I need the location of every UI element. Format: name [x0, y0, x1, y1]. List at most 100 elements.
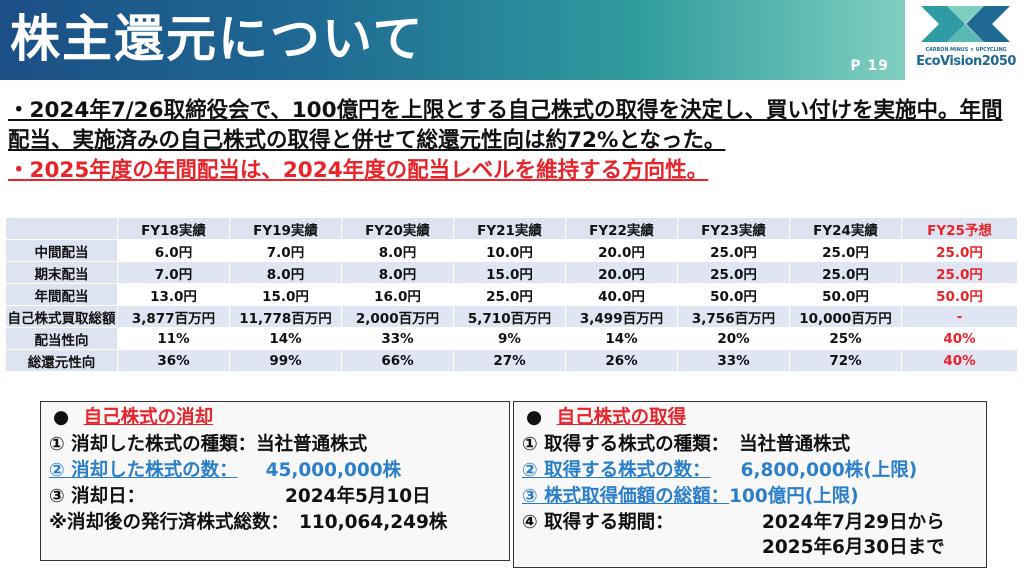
- cancel-count-line: ② 消却した株式の数： 45,000,000株: [49, 459, 401, 483]
- table-cell: 50.0円: [677, 283, 790, 306]
- table-cell: 36%: [117, 349, 230, 372]
- acquire-type-line: ① 取得する株式の種類： 当社普通株式: [522, 433, 850, 457]
- acquire-count-line: ② 取得する株式の数： 6,800,000株(上限): [522, 459, 917, 483]
- logo-mark-icon: [921, 6, 1010, 42]
- row-label: 配当性向: [5, 327, 118, 350]
- table-cell: 7.0円: [229, 239, 342, 262]
- acquire-amount-line: ③ 株式取得価額の総額：100億円(上限): [522, 485, 859, 509]
- acquire-amount-value: 100億円(上限): [729, 486, 859, 507]
- table-row: 中間配当 6.0円 7.0円 8.0円 10.0円 20.0円 25.0円 25…: [5, 239, 1018, 262]
- table-cell: 5,710百万円: [453, 305, 566, 328]
- cancel-type-label: ① 消却した株式の種類：: [49, 434, 257, 455]
- table-cell: 40%: [901, 327, 1018, 350]
- table-cell: 3,756百万円: [677, 305, 790, 328]
- table-cell: 25.0円: [901, 261, 1018, 284]
- table-cell: 20%: [677, 327, 790, 350]
- table-cell: 8.0円: [229, 261, 342, 284]
- bullet-item-2: ・2025年度の年間配当は、2024年度の配当レベルを維持する方向性。: [8, 158, 709, 183]
- table-cell: 14%: [229, 327, 342, 350]
- company-logo: CARBON MINUS × UPCYCLING EcoVision2050: [907, 0, 1024, 80]
- table-cell: 33%: [677, 349, 790, 372]
- acquire-type-label: ① 取得する株式の種類：: [522, 434, 730, 455]
- share-acquisition-box: ● 自己株式の取得 ① 取得する株式の種類： 当社普通株式 ② 取得する株式の数：…: [513, 401, 987, 568]
- acquire-count-label: ② 取得する株式の数：: [522, 460, 711, 481]
- dividend-table: FY18実績 FY19実績 FY20実績 FY21実績 FY22実績 FY23実…: [5, 217, 1018, 372]
- table-row: 配当性向 11% 14% 33% 9% 14% 20% 25% 40%: [5, 327, 1018, 350]
- table-cell: 66%: [341, 349, 454, 372]
- table-cell: 16.0円: [341, 283, 454, 306]
- header-banner: 株主還元について P 19: [0, 0, 905, 80]
- table-cell: 13.0円: [117, 283, 230, 306]
- summary-bullets: ・2024年7/26取締役会で、100億円を上限とする自己株式の取得を決定し、買…: [8, 96, 1018, 186]
- table-cell: 50.0円: [901, 283, 1018, 306]
- table-cell: 10.0円: [453, 239, 566, 262]
- table-cell: 8.0円: [341, 261, 454, 284]
- table-row: 総還元性向 36% 99% 66% 27% 26% 33% 72% 40%: [5, 349, 1018, 372]
- table-cell: 26%: [565, 349, 678, 372]
- table-header-row: FY18実績 FY19実績 FY20実績 FY21実績 FY22実績 FY23実…: [5, 217, 1018, 240]
- page-number: P 19: [850, 58, 889, 74]
- table-cell: 20.0円: [565, 261, 678, 284]
- table-header-cell: FY23実績: [677, 217, 790, 240]
- row-label: 期末配当: [5, 261, 118, 284]
- table-cell: 40.0円: [565, 283, 678, 306]
- table-cell: 25.0円: [677, 239, 790, 262]
- cancel-title-line: ● 自己株式の消却: [53, 406, 213, 430]
- table-cell: 10,000百万円: [789, 305, 902, 328]
- table-cell: 40%: [901, 349, 1018, 372]
- acquire-period-line: ④ 取得する期間：: [522, 511, 674, 535]
- table-cell: 6.0円: [117, 239, 230, 262]
- bullet-item-1: ・2024年7/26取締役会で、100億円を上限とする自己株式の取得を決定し、買…: [8, 98, 1003, 153]
- table-row: 自己株式買取総額 3,877百万円 11,778百万円 2,000百万円 5,7…: [5, 305, 1018, 328]
- table-cell: 15.0円: [453, 261, 566, 284]
- table-cell: 7.0円: [117, 261, 230, 284]
- acquire-title: 自己株式の取得: [556, 407, 687, 428]
- cancel-type-value: 当社普通株式: [256, 434, 368, 455]
- share-cancellation-box: ● 自己株式の消却 ① 消却した株式の種類：当社普通株式 ② 消却した株式の数：…: [40, 401, 510, 561]
- cancel-count-label: ② 消却した株式の数：: [49, 460, 238, 481]
- table-row: 期末配当 7.0円 8.0円 8.0円 15.0円 20.0円 25.0円 25…: [5, 261, 1018, 284]
- bullet-dot-icon: ●: [53, 407, 70, 428]
- table-cell: 15.0円: [229, 283, 342, 306]
- table-cell: 2,000百万円: [341, 305, 454, 328]
- table-row: 年間配当 13.0円 15.0円 16.0円 25.0円 40.0円 50.0円…: [5, 283, 1018, 306]
- table-cell: 9%: [453, 327, 566, 350]
- logo-tagline: CARBON MINUS × UPCYCLING: [925, 47, 1007, 53]
- table-cell: 11%: [117, 327, 230, 350]
- table-header-cell: FY24実績: [789, 217, 902, 240]
- acquire-period-label: ④ 取得する期間：: [522, 512, 674, 533]
- table-header-cell: FY25予想: [901, 217, 1018, 240]
- logo-name: EcoVision2050: [916, 54, 1016, 69]
- cancel-date-value: 2024年5月10日: [285, 486, 431, 507]
- table-cell: 11,778百万円: [229, 305, 342, 328]
- table-cell: 50.0円: [789, 283, 902, 306]
- issued-shares-line: ※消却後の発行済株式総数： 110,064,249株: [49, 511, 447, 535]
- table-header-cell: FY21実績: [453, 217, 566, 240]
- table-cell: 72%: [789, 349, 902, 372]
- table-cell: 27%: [453, 349, 566, 372]
- table-header-cell: [5, 217, 118, 240]
- table-cell: 8.0円: [341, 239, 454, 262]
- row-label: 中間配当: [5, 239, 118, 262]
- cancel-date-label: ③ 消却日：: [49, 486, 146, 507]
- table-header-cell: FY22実績: [565, 217, 678, 240]
- table-cell: 3,499百万円: [565, 305, 678, 328]
- table-cell: 33%: [341, 327, 454, 350]
- cancel-date-line: ③ 消却日：: [49, 485, 145, 509]
- table-header-cell: FY18実績: [117, 217, 230, 240]
- table-cell: 25.0円: [453, 283, 566, 306]
- acquire-title-line: ● 自己株式の取得: [526, 406, 686, 430]
- acquire-period-end: 2025年6月30日まで: [762, 537, 945, 558]
- acquire-type-value: 当社普通株式: [739, 434, 851, 455]
- table-cell: 20.0円: [565, 239, 678, 262]
- acquire-period-start: 2024年7月29日から: [762, 512, 945, 533]
- table-header-cell: FY19実績: [229, 217, 342, 240]
- table-cell: 3,877百万円: [117, 305, 230, 328]
- table-cell: 25%: [789, 327, 902, 350]
- cancel-count-value: 45,000,000株: [265, 460, 402, 481]
- table-cell: 99%: [229, 349, 342, 372]
- table-cell: 25.0円: [789, 261, 902, 284]
- cancel-type-line: ① 消却した株式の種類：当社普通株式: [49, 433, 367, 457]
- bullet-dot-icon: ●: [526, 407, 543, 428]
- row-label: 自己株式買取総額: [5, 305, 118, 328]
